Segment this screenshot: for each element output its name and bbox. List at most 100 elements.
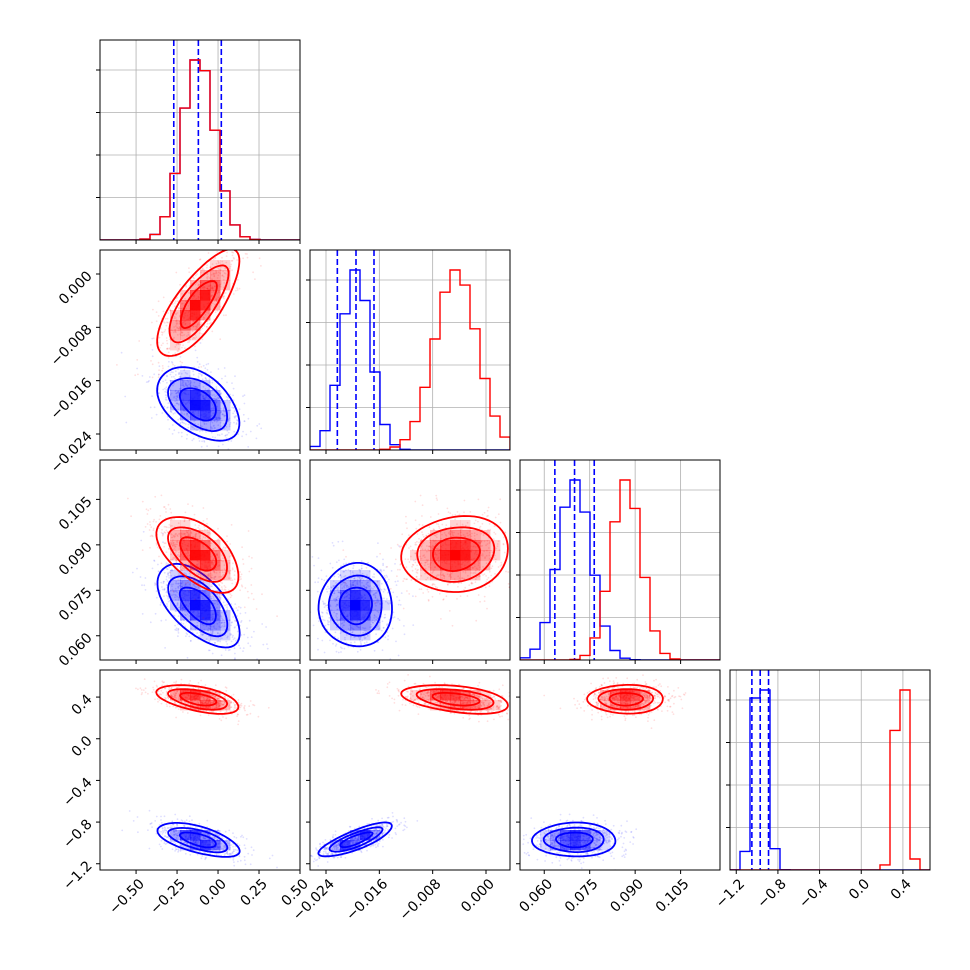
scatter-point [180, 582, 183, 585]
scatter-point [436, 574, 439, 576]
scatter-point [330, 586, 333, 589]
scatter-point [202, 583, 205, 586]
scatter-point [451, 538, 454, 541]
scatter-point [174, 551, 177, 554]
scatter-point [232, 638, 235, 641]
scatter-point [335, 650, 338, 653]
scatter-point [441, 533, 443, 536]
density-cell [190, 390, 201, 401]
scatter-point [469, 533, 471, 536]
scatter-point [457, 575, 460, 578]
scatter-point [216, 838, 218, 840]
scatter-point [416, 572, 419, 574]
scatter-point [136, 367, 139, 370]
scatter-point [173, 336, 176, 339]
scatter-point [170, 536, 173, 539]
scatter-point [215, 833, 217, 835]
scatter-point [179, 333, 182, 335]
scatter-point [341, 587, 344, 589]
scatter-point [345, 634, 348, 636]
density-cell [190, 410, 201, 421]
scatter-point [184, 852, 187, 855]
scatter-point [178, 584, 181, 587]
density-cell [220, 620, 231, 631]
scatter-point [221, 296, 224, 299]
scatter-point [249, 230, 251, 232]
scatter-point [350, 585, 353, 588]
scatter-point [220, 637, 223, 640]
scatter-point [166, 342, 169, 345]
scatter-point [177, 849, 180, 852]
scatter-point [210, 595, 213, 598]
scatter-point [165, 324, 168, 327]
scatter-point [196, 273, 198, 275]
scatter-point [193, 583, 196, 586]
scatter-point [434, 585, 437, 588]
scatter-point [343, 581, 345, 584]
scatter-point [159, 382, 162, 384]
scatter-point [182, 841, 185, 844]
scatter-point [165, 575, 168, 578]
scatter-point [164, 394, 167, 397]
scatter-point [394, 563, 396, 565]
scatter-point [482, 566, 484, 568]
density-cell [370, 610, 381, 621]
density-cell [430, 530, 441, 541]
scatter-point [499, 521, 502, 524]
scatter-point [175, 629, 178, 632]
scatter-point [415, 527, 418, 530]
scatter-point [199, 342, 202, 344]
scatter-point [500, 563, 503, 566]
scatter-point [171, 848, 174, 851]
scatter-point [363, 636, 365, 638]
scatter-point [433, 534, 436, 537]
scatter-point [187, 423, 190, 426]
scatter-point [205, 378, 208, 381]
scatter-point [466, 521, 469, 524]
scatter-point [360, 585, 363, 588]
scatter-point [211, 379, 214, 382]
scatter-point [212, 258, 215, 261]
scatter-point [391, 627, 394, 630]
scatter-point [177, 582, 180, 585]
scatter-point [478, 574, 481, 577]
scatter-point [330, 609, 333, 612]
scatter-point [169, 389, 172, 392]
contour-series_b [179, 280, 218, 330]
scatter-point [329, 562, 332, 565]
scatter-point [442, 598, 445, 600]
scatter-point [183, 824, 186, 827]
scatter-point [210, 304, 212, 307]
scatter-point [173, 826, 176, 828]
scatter-point [366, 578, 368, 581]
scatter-point [124, 395, 127, 398]
scatter-point [210, 431, 213, 434]
scatter-point [220, 621, 223, 624]
scatter-point [438, 527, 441, 529]
scatter-point [331, 542, 334, 544]
scatter-point [384, 636, 387, 639]
density-cell [210, 420, 221, 431]
scatter-point [217, 397, 220, 400]
scatter-point [219, 640, 222, 643]
scatter-point [392, 617, 394, 619]
scatter-point [175, 319, 178, 322]
scatter-point [200, 312, 202, 314]
scatter-point [153, 373, 156, 376]
scatter-point [164, 835, 167, 838]
scatter-point [425, 559, 428, 561]
scatter-point [260, 265, 262, 267]
scatter-point [447, 532, 450, 535]
scatter-point [415, 575, 418, 578]
contour-series_b [156, 250, 241, 357]
scatter-point [193, 381, 196, 384]
scatter-point [226, 433, 229, 436]
scatter-point [165, 584, 168, 586]
scatter-point [210, 321, 212, 324]
scatter-point [154, 495, 157, 498]
scatter-point [240, 462, 242, 464]
scatter-point [243, 394, 246, 397]
scatter-point [230, 621, 233, 624]
scatter-point [190, 639, 192, 642]
scatter-point [359, 640, 362, 643]
